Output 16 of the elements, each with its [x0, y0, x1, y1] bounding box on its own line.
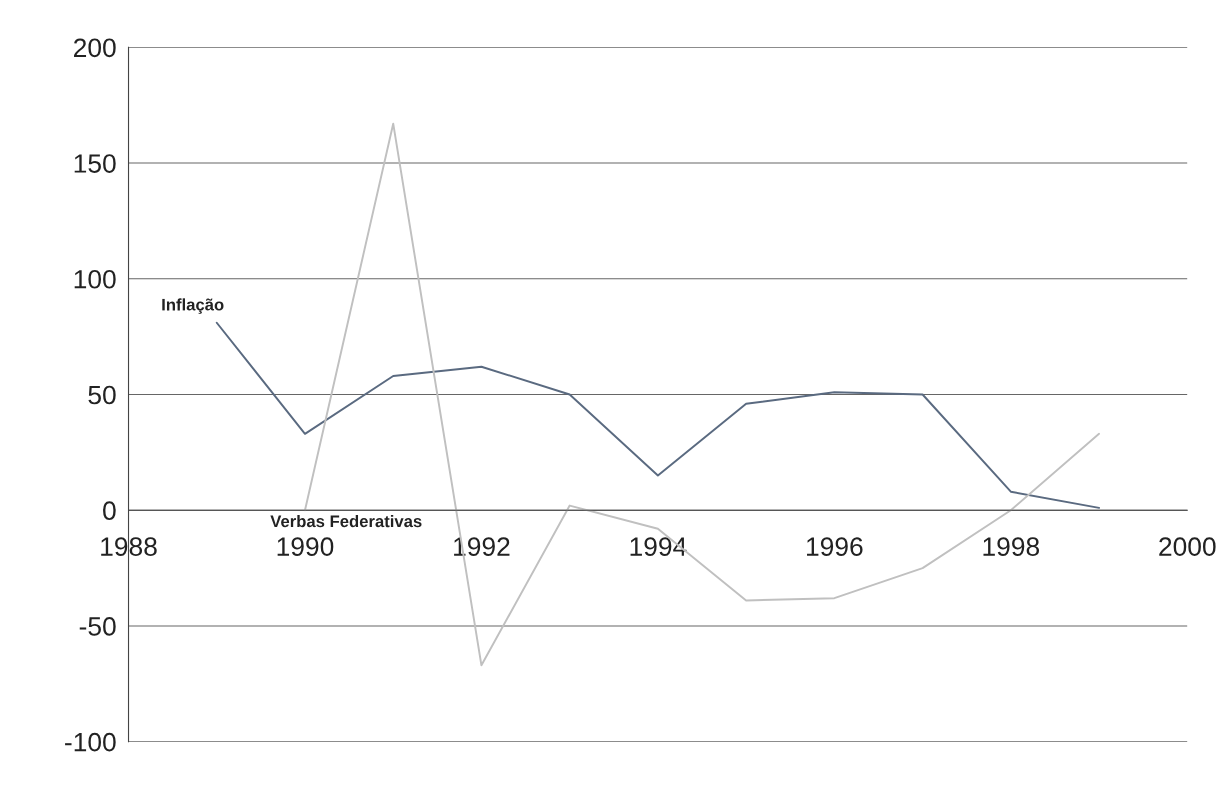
- y-tick-label: -50: [79, 617, 116, 636]
- line-series: [215, 321, 1101, 509]
- text: Verbas Federativas: [270, 514, 422, 528]
- series-label: Inflação: [162, 298, 224, 314]
- y-tick-label: 150: [74, 154, 116, 173]
- y-tick-label: 100: [74, 269, 116, 289]
- y-tick-label: 50: [88, 385, 116, 405]
- x-tick-label: 1994: [630, 537, 687, 556]
- x-tick-label: 1990: [277, 537, 334, 556]
- x-tick-label: 1992: [454, 537, 510, 556]
- y-tick-label: 200: [74, 38, 116, 58]
- y-tick-label: 0: [103, 501, 116, 521]
- x-tick-label: 2000: [1159, 537, 1216, 556]
- y-tick-label: -100: [65, 732, 116, 752]
- x-tick-label: 1998: [983, 537, 1040, 556]
- x-tick-label: 1996: [807, 537, 863, 556]
